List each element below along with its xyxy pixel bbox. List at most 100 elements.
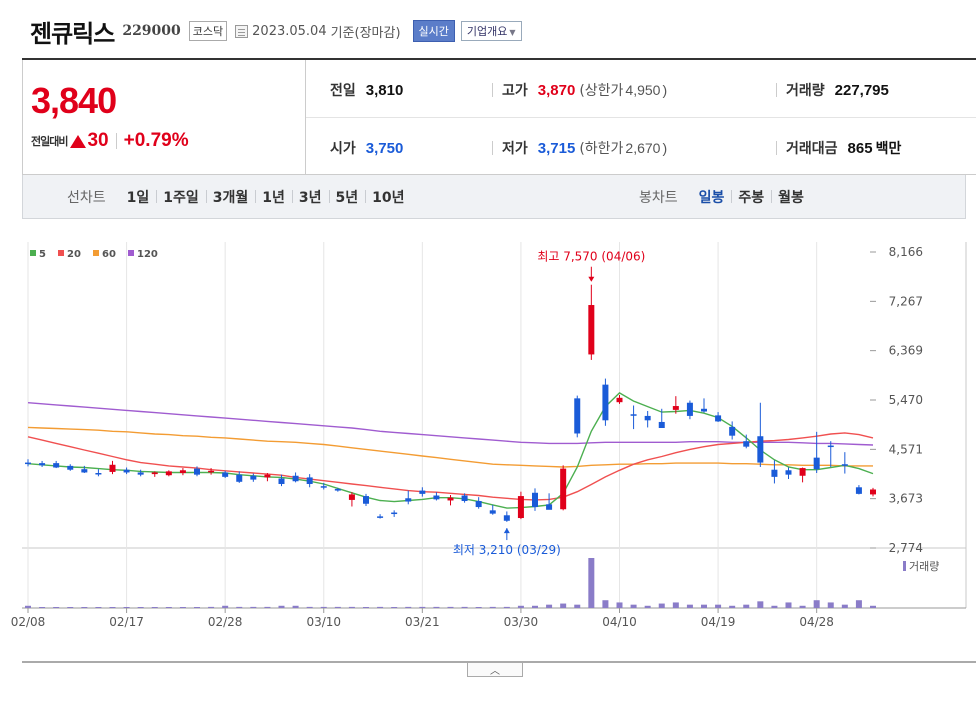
candle-body (292, 475, 299, 482)
candle-body (405, 498, 412, 502)
volume-bar (250, 606, 257, 608)
candle-body (602, 384, 609, 421)
candle-body (109, 464, 116, 472)
high-annotation: 최고 7,570 (04/06) (537, 250, 645, 264)
candle-body (532, 492, 538, 508)
candle-body (419, 490, 426, 494)
volume-bar (841, 604, 848, 608)
stat-label: 저가 (502, 141, 528, 157)
x-tick-label: 02/08 (11, 615, 46, 629)
upper-limit-label: (상한가 (579, 83, 624, 99)
volume-bar (855, 600, 862, 608)
stock-code: 229000 (122, 23, 181, 39)
divider (776, 83, 777, 97)
expand-chart-button[interactable]: ︿ (467, 663, 523, 677)
stat-open: 시가 3,750 (330, 138, 403, 158)
tab-candle-weekly[interactable]: 주봉 (731, 187, 771, 207)
volume-bar (517, 605, 524, 608)
candle-body (165, 471, 172, 476)
candle-body (194, 468, 200, 475)
volume-bar (743, 604, 750, 608)
candle-body (630, 414, 637, 416)
volume-bar (461, 606, 468, 608)
candle-body (151, 472, 158, 475)
x-tick-label: 03/10 (306, 615, 341, 629)
low-annotation: 최저 3,210 (03/29) (453, 543, 561, 557)
y-tick-label: 2,774 (889, 541, 923, 555)
candle-body (546, 504, 553, 510)
volume-bar (757, 601, 764, 608)
realtime-button[interactable]: 실시간 (412, 20, 455, 42)
volume-bar (306, 606, 313, 608)
quote-basis: 기준(장마감) (330, 25, 401, 41)
candle-body (841, 464, 848, 466)
divider (492, 141, 493, 155)
volume-bar (785, 602, 792, 608)
stock-name: 젠큐릭스 (30, 19, 115, 48)
candle-body (377, 516, 384, 518)
legend-swatch-ma60 (93, 250, 99, 256)
stock-chart[interactable]: 02/08 02/17 02/28 03/10 03/21 03/30 04/10 04/19… (0, 232, 976, 672)
x-tick-label: 04/28 (799, 615, 834, 629)
stat-high: 고가 3,870 (상한가 4,950) (492, 80, 667, 100)
candle-body (799, 468, 806, 476)
y-tick-label: 8,166 (889, 245, 923, 259)
tab-candle-daily[interactable]: 일봉 (698, 190, 725, 206)
x-tick-label: 04/10 (602, 615, 637, 629)
volume-bar (701, 604, 707, 608)
volume-bar (363, 607, 369, 608)
volume-bar (574, 604, 581, 608)
legend-swatch-ma5 (30, 250, 36, 256)
stat-label: 거래대금 (786, 141, 838, 157)
y-tick-label: 3,673 (889, 492, 923, 506)
candle-body (771, 469, 778, 477)
volume-bar (95, 607, 102, 608)
volume-legend-label: 거래량 (909, 560, 939, 573)
volume-bar (292, 605, 299, 608)
company-overview-dropdown[interactable]: 기업개요 ▼ (460, 21, 522, 41)
candle-body (644, 415, 651, 421)
x-tick-label: 02/17 (109, 615, 144, 629)
candlestick-chart-svg[interactable]: 02/08 02/17 02/28 03/10 03/21 03/30 04/10 04/19… (0, 232, 976, 672)
volume-bar (236, 606, 243, 608)
tab-line-1w[interactable]: 1주일 (156, 187, 206, 207)
low-annotation-arrowhead (503, 528, 510, 534)
tab-line-1d[interactable]: 1일 (126, 190, 150, 206)
change-label: 전일대비 (31, 135, 68, 148)
volume-bar (179, 607, 186, 608)
volume-bar (475, 607, 482, 608)
candle-body (306, 477, 313, 484)
divider (492, 83, 493, 97)
stat-value: 227,795 (834, 82, 889, 99)
stat-unit: 백만 (875, 141, 902, 157)
candle-body (447, 497, 454, 501)
tab-line-3y[interactable]: 3년 (291, 187, 329, 207)
chevron-up-icon: ︿ (490, 666, 500, 677)
tab-line-3m[interactable]: 3개월 (205, 187, 256, 207)
stat-value: 3,750 (365, 140, 404, 157)
stat-value: 3,810 (365, 82, 404, 99)
moving-average-ma60 (27, 426, 873, 468)
candle-body (658, 421, 665, 428)
stats-grid: 전일 3,810 고가 3,870 (상한가 4,950) 거래량 227,79… (306, 60, 976, 175)
candle-body (67, 465, 74, 470)
candle-body (855, 487, 862, 494)
volume-bar (264, 606, 271, 608)
tab-line-1y[interactable]: 1년 (255, 187, 292, 207)
volume-bar (320, 606, 327, 608)
candle-body (222, 472, 229, 477)
volume-bar (630, 604, 637, 608)
volume-bar (348, 606, 355, 608)
candle-body (137, 472, 144, 475)
stat-label: 시가 (330, 141, 356, 157)
volume-bar (67, 607, 74, 608)
candle-body (827, 445, 834, 448)
tab-line-5y[interactable]: 5년 (328, 187, 366, 207)
lower-limit-value: 2,670 (625, 140, 661, 156)
candle-chart-tabs: 봉차트 일봉 주봉 월봉 (639, 187, 811, 207)
tab-line-10y[interactable]: 10년 (365, 187, 411, 207)
change-amount: 30 (87, 130, 109, 151)
tab-candle-monthly[interactable]: 월봉 (771, 187, 811, 207)
volume-bar (123, 607, 130, 608)
chart-period-tabs: 선차트 1일 1주일 3개월 1년 3년 5년 10년 봉차트 일봉 주봉 월봉 (22, 175, 966, 219)
